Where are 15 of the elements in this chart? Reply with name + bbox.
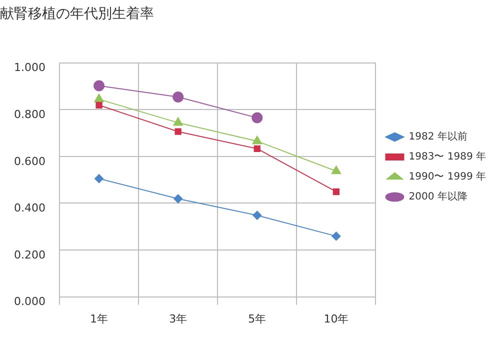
y-tick-label: 0.200 bbox=[14, 248, 46, 262]
x-tick-label: 5年 bbox=[248, 312, 266, 326]
x-tick-label: 10年 bbox=[324, 312, 349, 326]
legend-label: 2000 年以降 bbox=[408, 190, 468, 203]
y-tick-label: 0.800 bbox=[14, 108, 46, 121]
y-tick-label: 0.000 bbox=[14, 295, 46, 308]
legend-label: 1983〜 1989 年 bbox=[408, 150, 486, 163]
legend-label: 1990〜 1999 年 bbox=[408, 170, 486, 183]
y-tick-label: 0.600 bbox=[14, 154, 46, 168]
x-tick-label: 1年 bbox=[90, 312, 108, 326]
y-tick-label: 0.400 bbox=[14, 202, 46, 215]
chart-title: 献腎移植の年代別生着率 bbox=[0, 6, 154, 22]
y-tick-label: 1.000 bbox=[14, 61, 46, 74]
legend-label: 1982 年以前 bbox=[408, 130, 468, 143]
x-tick-label: 3年 bbox=[169, 312, 188, 326]
